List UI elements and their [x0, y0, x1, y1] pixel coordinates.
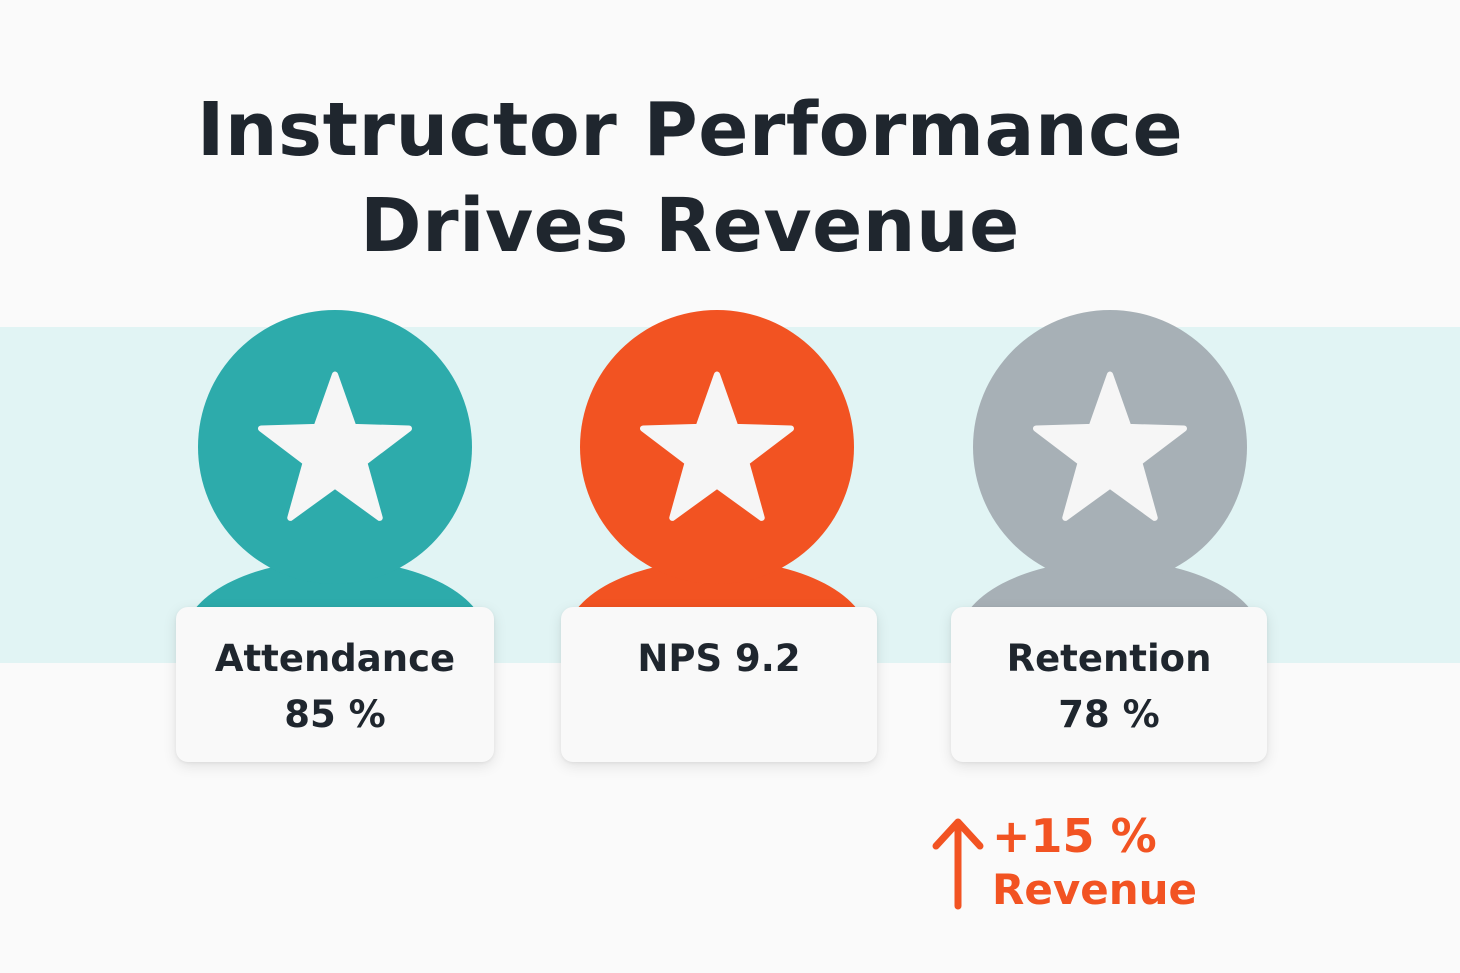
metric-card-nps: NPS 9.2 — [561, 607, 877, 762]
instructor-avatar-attendance — [175, 310, 495, 610]
star-icon — [640, 371, 794, 521]
metric-label: NPS 9.2 — [637, 637, 801, 680]
instructor-avatar-nps — [557, 310, 877, 610]
star-icon — [1033, 371, 1187, 521]
metric-label: Retention — [1006, 637, 1212, 680]
revenue-change: +15 % — [992, 809, 1157, 863]
instructor-avatar-retention — [950, 310, 1270, 610]
metric-value: 85 % — [284, 693, 386, 736]
title-line-1: Instructor Performance — [196, 87, 1184, 173]
metric-card-attendance: Attendance 85 % — [176, 607, 494, 762]
arrow-up-icon — [932, 818, 984, 910]
revenue-label: Revenue — [992, 865, 1197, 914]
revenue-callout: +15 % Revenue — [928, 808, 1228, 918]
title-line-2: Drives Revenue — [360, 183, 1020, 269]
star-icon — [258, 371, 412, 521]
page-title: Instructor Performance Drives Revenue — [0, 82, 1380, 274]
metric-label: Attendance — [214, 637, 456, 680]
metric-value: 78 % — [1058, 693, 1160, 736]
metric-card-retention: Retention 78 % — [951, 607, 1267, 762]
